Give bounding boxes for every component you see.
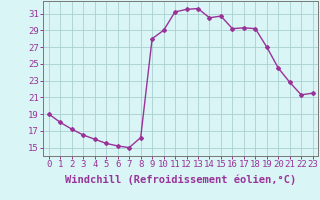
X-axis label: Windchill (Refroidissement éolien,°C): Windchill (Refroidissement éolien,°C) <box>65 175 296 185</box>
